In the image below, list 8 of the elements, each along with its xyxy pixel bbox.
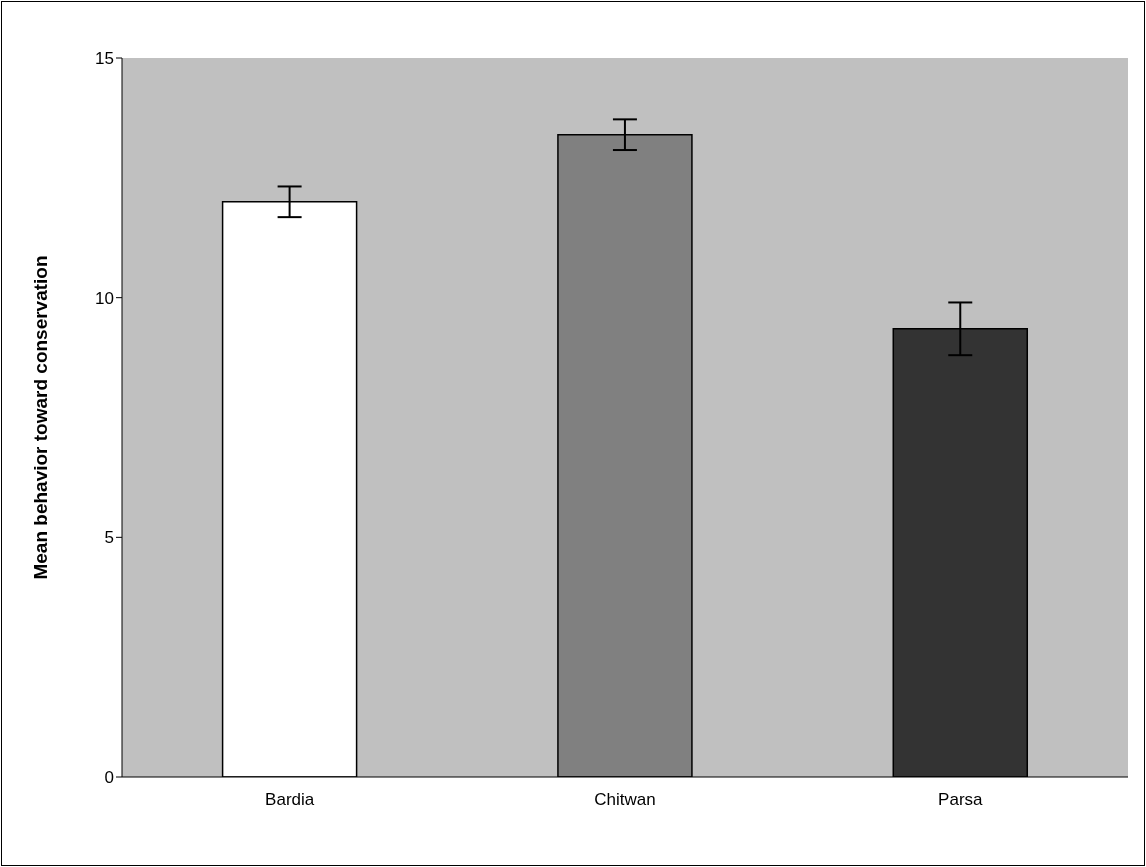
y-tick-label: 5 [104,528,114,548]
x-tick-label: Parsa [938,790,984,810]
x-tick-label: Chitwan [594,790,656,810]
y-axis-title: Mean behavior toward conservation [29,255,51,580]
y-tick-label: 15 [95,49,114,69]
y-tick-label: 0 [104,768,114,788]
y-tick-label: 10 [95,288,114,308]
x-tick-label: Bardia [265,790,315,810]
